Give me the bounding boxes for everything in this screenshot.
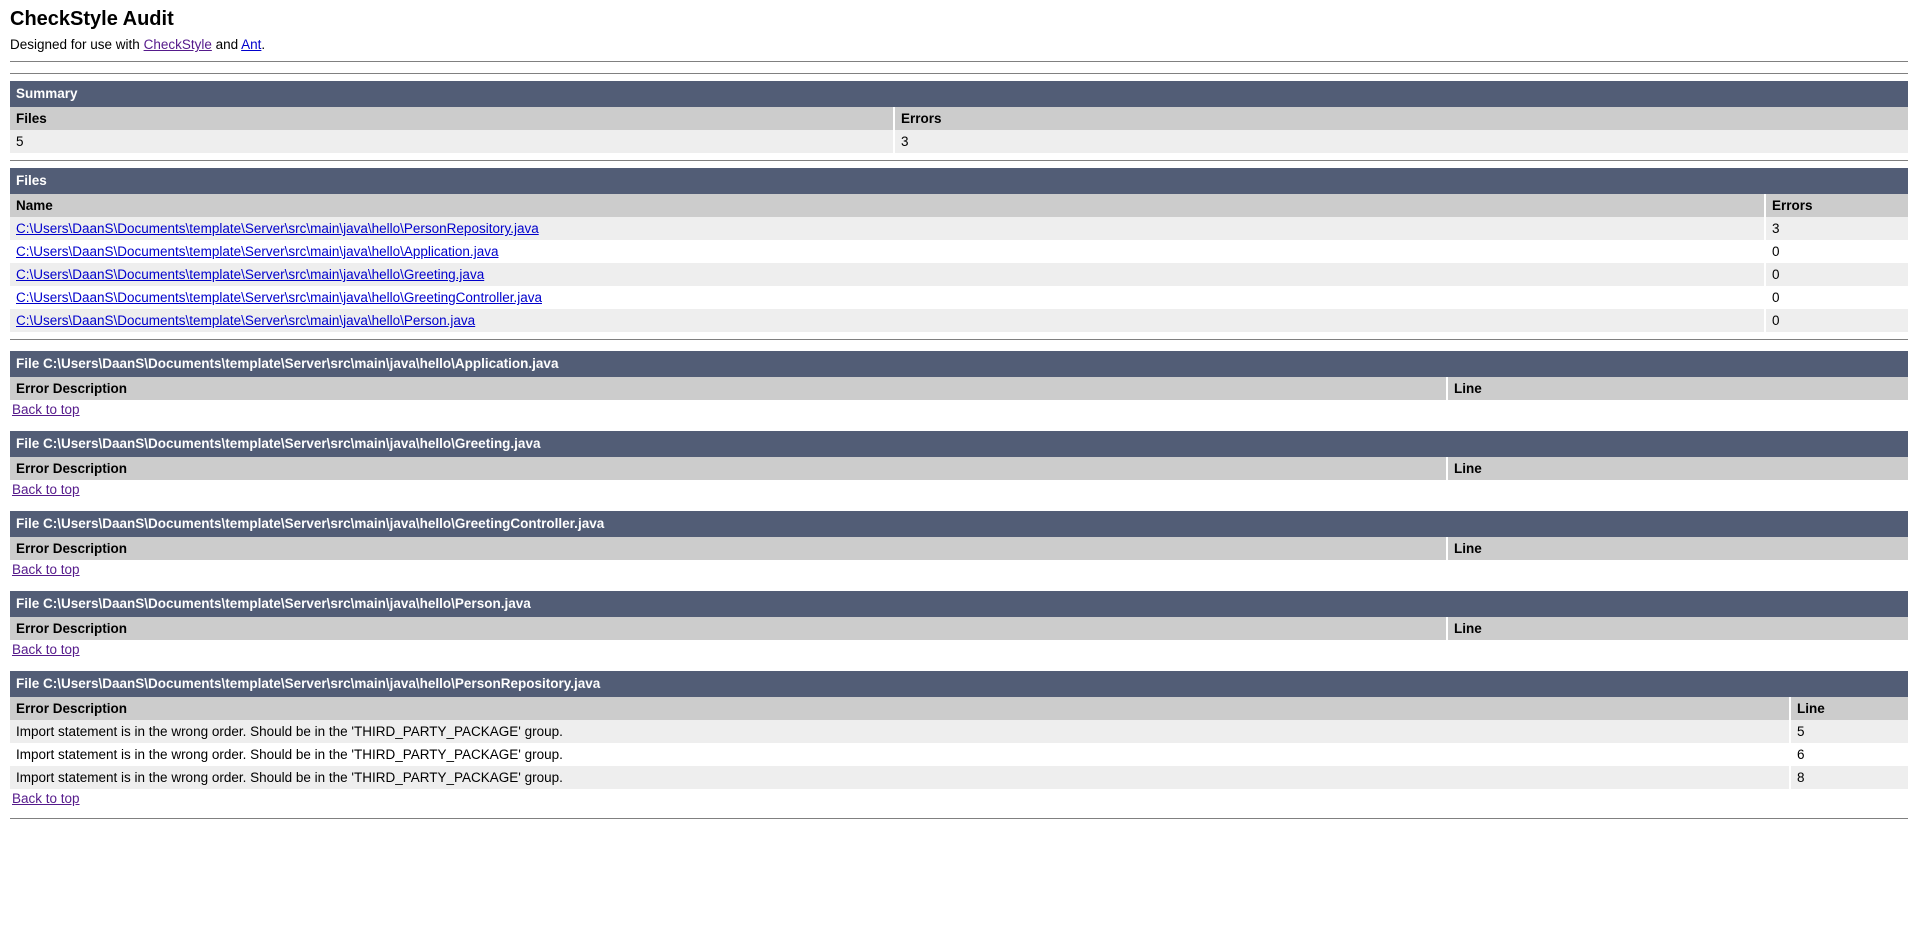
file-section-banner-row: File C:\Users\DaanS\Documents\template\S… — [10, 511, 1908, 537]
divider-after-files — [10, 339, 1908, 340]
summary-errors-count: 3 — [893, 130, 1908, 153]
file-name-cell: C:\Users\DaanS\Documents\template\Server… — [10, 263, 1765, 286]
summary-col-errors: Errors — [893, 107, 1908, 130]
col-error-description: Error Description — [10, 617, 1447, 640]
summary-table: Summary Files Errors 5 3 — [10, 81, 1908, 153]
file-name-cell: C:\Users\DaanS\Documents\template\Server… — [10, 286, 1765, 309]
page-subtitle: Designed for use with CheckStyle and Ant… — [10, 37, 1908, 52]
checkstyle-link[interactable]: CheckStyle — [143, 37, 212, 52]
col-line: Line — [1446, 457, 1908, 480]
files-table: Files Name Errors C:\Users\DaanS\Documen… — [10, 168, 1908, 332]
file-section-banner-row: File C:\Users\DaanS\Documents\template\S… — [10, 431, 1908, 457]
file-section-banner-label: File C:\Users\DaanS\Documents\template\S… — [10, 591, 1908, 617]
file-name-cell: C:\Users\DaanS\Documents\template\Server… — [10, 217, 1765, 240]
summary-banner-row: Summary — [10, 81, 1908, 107]
divider-footer — [10, 818, 1908, 819]
file-section-column-header-row: Error Description Line — [10, 377, 1908, 400]
file-section-banner-row: File C:\Users\DaanS\Documents\template\S… — [10, 671, 1908, 697]
error-line-cell: 5 — [1789, 720, 1908, 743]
file-errors-cell: 0 — [1764, 240, 1908, 263]
col-line: Line — [1446, 617, 1908, 640]
file-errors-cell: 0 — [1764, 263, 1908, 286]
file-link[interactable]: C:\Users\DaanS\Documents\template\Server… — [16, 221, 539, 236]
file-section-banner-label: File C:\Users\DaanS\Documents\template\S… — [10, 511, 1908, 537]
summary-column-header-row: Files Errors — [10, 107, 1908, 130]
file-link[interactable]: C:\Users\DaanS\Documents\template\Server… — [16, 244, 499, 259]
subtitle-middle-text: and — [211, 37, 242, 52]
table-row: C:\Users\DaanS\Documents\template\Server… — [10, 263, 1908, 286]
error-description-cell: Import statement is in the wrong order. … — [10, 743, 1790, 766]
files-col-errors: Errors — [1764, 194, 1908, 217]
file-section-table-application: File C:\Users\DaanS\Documents\template\S… — [10, 351, 1908, 400]
file-section-banner-row: File C:\Users\DaanS\Documents\template\S… — [10, 351, 1908, 377]
summary-col-files: Files — [10, 107, 894, 130]
back-to-top-link[interactable]: Back to top — [12, 642, 80, 657]
table-row: C:\Users\DaanS\Documents\template\Server… — [10, 240, 1908, 263]
file-section-banner-label: File C:\Users\DaanS\Documents\template\S… — [10, 671, 1908, 697]
file-section-table-personrepository: File C:\Users\DaanS\Documents\template\S… — [10, 671, 1908, 789]
error-description-cell: Import statement is in the wrong order. … — [10, 766, 1790, 789]
file-section-table-greeting: File C:\Users\DaanS\Documents\template\S… — [10, 431, 1908, 480]
file-errors-cell: 3 — [1764, 217, 1908, 240]
files-banner-row: Files — [10, 168, 1908, 194]
divider-top-second — [10, 73, 1908, 74]
file-section-banner-label: File C:\Users\DaanS\Documents\template\S… — [10, 351, 1908, 377]
divider-after-summary — [10, 160, 1908, 161]
summary-value-row: 5 3 — [10, 130, 1908, 153]
file-name-cell: C:\Users\DaanS\Documents\template\Server… — [10, 240, 1765, 263]
file-section-table-person: File C:\Users\DaanS\Documents\template\S… — [10, 591, 1908, 640]
files-column-header-row: Name Errors — [10, 194, 1908, 217]
error-line-cell: 6 — [1789, 743, 1908, 766]
file-link[interactable]: C:\Users\DaanS\Documents\template\Server… — [16, 290, 542, 305]
col-error-description: Error Description — [10, 537, 1447, 560]
col-error-description: Error Description — [10, 697, 1790, 720]
subtitle-prefix-text: Designed for use with — [10, 37, 144, 52]
table-row: Import statement is in the wrong order. … — [10, 720, 1908, 743]
files-col-name: Name — [10, 194, 1765, 217]
table-row: C:\Users\DaanS\Documents\template\Server… — [10, 309, 1908, 332]
error-line-cell: 8 — [1789, 766, 1908, 789]
table-row: Import statement is in the wrong order. … — [10, 766, 1908, 789]
subtitle-suffix-text: . — [261, 37, 266, 52]
error-description-cell: Import statement is in the wrong order. … — [10, 720, 1790, 743]
summary-banner-label: Summary — [10, 81, 1908, 107]
page-title: CheckStyle Audit — [10, 8, 174, 30]
file-errors-cell: 0 — [1764, 286, 1908, 309]
file-name-cell: C:\Users\DaanS\Documents\template\Server… — [10, 309, 1765, 332]
file-section-column-header-row: Error Description Line — [10, 617, 1908, 640]
checkstyle-report-page: CheckStyle Audit Designed for use with C… — [10, 8, 1908, 819]
divider-top — [10, 61, 1908, 62]
file-link[interactable]: C:\Users\DaanS\Documents\template\Server… — [16, 267, 485, 282]
back-to-top-link[interactable]: Back to top — [12, 562, 80, 577]
summary-files-count: 5 — [10, 130, 894, 153]
col-line: Line — [1446, 377, 1908, 400]
table-row: C:\Users\DaanS\Documents\template\Server… — [10, 217, 1908, 240]
back-to-top-link[interactable]: Back to top — [12, 482, 80, 497]
table-row: Import statement is in the wrong order. … — [10, 743, 1908, 766]
file-section-banner-label: File C:\Users\DaanS\Documents\template\S… — [10, 431, 1908, 457]
back-to-top-link[interactable]: Back to top — [12, 402, 80, 417]
file-link[interactable]: C:\Users\DaanS\Documents\template\Server… — [16, 313, 476, 328]
col-line: Line — [1789, 697, 1908, 720]
col-line: Line — [1446, 537, 1908, 560]
file-section-column-header-row: Error Description Line — [10, 697, 1908, 720]
file-section-column-header-row: Error Description Line — [10, 457, 1908, 480]
ant-link[interactable]: Ant — [241, 37, 262, 52]
file-errors-cell: 0 — [1764, 309, 1908, 332]
table-row: C:\Users\DaanS\Documents\template\Server… — [10, 286, 1908, 309]
file-section-banner-row: File C:\Users\DaanS\Documents\template\S… — [10, 591, 1908, 617]
col-error-description: Error Description — [10, 377, 1447, 400]
back-to-top-link[interactable]: Back to top — [12, 791, 80, 806]
files-banner-label: Files — [10, 168, 1908, 194]
file-section-table-greetingcontroller: File C:\Users\DaanS\Documents\template\S… — [10, 511, 1908, 560]
col-error-description: Error Description — [10, 457, 1447, 480]
file-section-column-header-row: Error Description Line — [10, 537, 1908, 560]
